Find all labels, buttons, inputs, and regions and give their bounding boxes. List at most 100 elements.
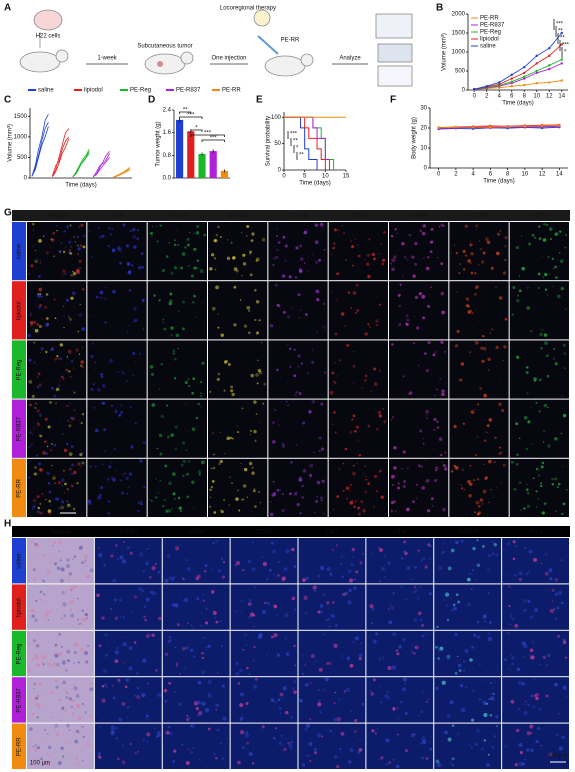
- stain-dot: [379, 685, 382, 688]
- stain-dot: [338, 467, 341, 470]
- stain-dot: [538, 225, 541, 228]
- growth-curve: [92, 153, 110, 178]
- stain-dot: [104, 683, 108, 687]
- stain-dot: [142, 658, 147, 663]
- stain-dot: [446, 714, 451, 719]
- stain-dot: [107, 511, 111, 515]
- stain-dot: [493, 542, 498, 547]
- stain-dot: [476, 728, 480, 733]
- stain-dot: [337, 229, 340, 232]
- stain-dot: [326, 601, 330, 605]
- stain-dot: [330, 253, 332, 255]
- stain-dot: [129, 742, 132, 746]
- stain-dot: [340, 252, 342, 254]
- stain-dot: [36, 495, 40, 499]
- stain-dot: [470, 271, 474, 275]
- stain-dot: [141, 261, 143, 263]
- stain-dot: [162, 318, 165, 321]
- stain-dot: [133, 306, 135, 308]
- stain-dot: [119, 598, 122, 602]
- stain-dot: [403, 480, 406, 483]
- stain-dot: [42, 593, 46, 596]
- stain-dot: [30, 608, 35, 613]
- stain-dot: [530, 655, 535, 660]
- stain-dot: [508, 574, 510, 576]
- stain-dot: [136, 229, 139, 232]
- stain-dot: [159, 388, 161, 390]
- x-tick-label: 12: [546, 94, 553, 100]
- stain-dot: [270, 635, 274, 639]
- stain-dot: [33, 361, 36, 364]
- stain-dot: [442, 464, 446, 468]
- stain-dot: [173, 357, 177, 361]
- stain-dot: [33, 748, 38, 753]
- axis-line: [29, 108, 132, 179]
- stain-dot: [311, 399, 316, 404]
- stain-dot: [117, 246, 121, 250]
- stain-dot: [293, 690, 297, 694]
- stain-dot: [476, 539, 479, 542]
- sig-label: ***: [187, 113, 195, 119]
- stain-dot: [405, 598, 408, 600]
- stain-dot: [347, 291, 351, 294]
- stain-dot: [217, 313, 219, 315]
- stain-dot: [379, 580, 381, 582]
- stain-dot: [321, 479, 325, 483]
- stain-dot: [142, 441, 146, 445]
- data-point: [558, 124, 561, 127]
- stain-dot: [543, 403, 548, 408]
- stain-dot: [136, 686, 139, 690]
- stain-dot: [34, 466, 37, 469]
- micrograph: [509, 399, 569, 458]
- stain-dot: [29, 431, 32, 434]
- stain-dot: [181, 252, 186, 256]
- stain-dot: [398, 644, 402, 648]
- stain-dot: [234, 564, 237, 567]
- stain-dot: [322, 302, 326, 306]
- stain-dot: [390, 606, 394, 610]
- stain-dot: [36, 409, 40, 413]
- stain-dot: [406, 566, 411, 570]
- stain-dot: [311, 349, 313, 351]
- stain-dot: [166, 553, 171, 558]
- stain-dot: [190, 624, 193, 626]
- stain-dot: [352, 471, 356, 476]
- stain-dot: [413, 591, 416, 594]
- stain-dot: [128, 289, 132, 292]
- stain-dot: [419, 429, 423, 433]
- stain-dot: [376, 324, 379, 327]
- micrograph: [366, 677, 434, 723]
- stain-dot: [138, 587, 142, 591]
- stain-dot: [442, 225, 445, 227]
- stain-dot: [56, 662, 60, 667]
- stain-dot: [541, 461, 545, 465]
- stain-dot: [450, 251, 452, 253]
- stain-dot: [39, 467, 43, 472]
- stain-dot: [351, 500, 353, 502]
- stain-dot: [81, 618, 86, 622]
- stain-dot: [439, 646, 444, 651]
- stain-dot: [256, 331, 259, 335]
- stain-dot: [539, 332, 543, 337]
- stain-dot: [181, 327, 185, 331]
- stain-dot: [38, 239, 42, 243]
- stain-dot: [257, 368, 262, 373]
- stain-dot: [323, 594, 326, 596]
- stain-dot: [185, 403, 187, 405]
- stain-dot: [114, 448, 116, 450]
- y-tick-label: 2000: [452, 12, 466, 18]
- stain-dot: [110, 554, 114, 558]
- stain-dot: [473, 633, 477, 637]
- stain-dot: [136, 694, 141, 699]
- stain-dot: [299, 476, 302, 479]
- stain-dot: [54, 482, 57, 485]
- stain-dot: [412, 274, 416, 278]
- stain-dot: [174, 447, 178, 450]
- stain-dot: [201, 302, 203, 304]
- stain-dot: [171, 603, 176, 607]
- stain-dot: [356, 462, 358, 465]
- stain-dot: [344, 324, 347, 327]
- stain-dot: [195, 231, 200, 235]
- stain-dot: [34, 259, 38, 264]
- stain-dot: [525, 488, 529, 492]
